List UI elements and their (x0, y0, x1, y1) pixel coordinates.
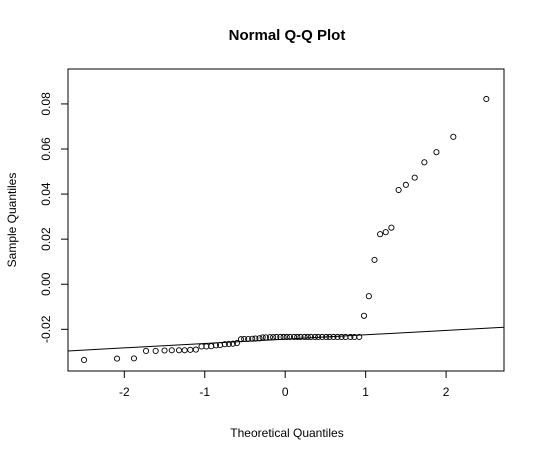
data-point (356, 333, 363, 341)
data-point (311, 333, 319, 341)
data-point (304, 333, 311, 341)
data-point (152, 347, 159, 354)
data-point (181, 347, 188, 354)
data-point (233, 340, 240, 347)
data-point (433, 149, 440, 156)
data-point (319, 333, 326, 341)
data-point (142, 347, 150, 354)
y-tick-label: 0.06 (39, 137, 53, 161)
data-point (245, 335, 252, 343)
data-point (388, 224, 395, 231)
data-point (371, 256, 378, 263)
x-tick-label: -1 (199, 385, 210, 399)
data-point (266, 334, 273, 341)
data-point (301, 333, 308, 341)
data-point (270, 334, 277, 341)
data-point (225, 340, 232, 348)
data-point (283, 333, 290, 341)
data-point (294, 333, 301, 341)
data-point (221, 341, 228, 348)
data-point (192, 346, 199, 353)
data-point (450, 133, 457, 140)
data-point (377, 231, 384, 238)
data-point (241, 335, 248, 343)
data-point (262, 334, 269, 341)
data-point (273, 333, 280, 341)
data-point (360, 312, 368, 319)
data-point (365, 293, 372, 300)
data-point (323, 333, 330, 341)
data-point (315, 333, 322, 341)
data-point (395, 186, 402, 194)
data-points (81, 95, 490, 364)
data-point (277, 333, 284, 341)
data-point (334, 333, 341, 341)
data-point (114, 355, 121, 362)
chart-title: Normal Q-Q Plot (229, 27, 346, 44)
x-axis: -2 -1 0 1 2 (119, 371, 450, 399)
data-point (421, 159, 428, 166)
data-point (130, 355, 138, 362)
data-point (307, 333, 314, 341)
y-tick-label: -0.02 (39, 315, 53, 343)
data-point (286, 333, 294, 341)
data-point (237, 336, 245, 343)
data-point (212, 342, 220, 349)
y-tick-label: 0.04 (39, 182, 53, 206)
y-tick-label: 0.02 (39, 227, 53, 251)
data-point (175, 347, 183, 354)
data-point (411, 174, 418, 181)
data-point (382, 229, 389, 236)
x-tick-label: 0 (282, 385, 289, 399)
x-tick-label: -2 (119, 385, 130, 399)
y-axis: -0.02 0.00 0.02 0.04 0.06 0.08 (39, 92, 68, 343)
data-point (330, 333, 337, 341)
data-point (256, 335, 263, 342)
y-tick-label: 0.00 (39, 272, 53, 296)
data-point (338, 333, 345, 341)
data-point (168, 347, 175, 354)
data-point (347, 333, 354, 341)
data-point (249, 335, 256, 342)
x-axis-label: Theoretical Quantiles (230, 426, 343, 440)
data-point (252, 335, 259, 342)
data-point (280, 333, 287, 341)
y-axis-label: Sample Quantiles (5, 173, 19, 268)
data-point (290, 333, 298, 341)
y-tick-label: 0.08 (39, 92, 53, 116)
data-point (161, 347, 168, 354)
plot-frame (67, 68, 505, 372)
x-tick-label: 1 (362, 385, 369, 399)
data-point (402, 181, 409, 188)
data-point (259, 334, 266, 341)
data-point (81, 356, 88, 364)
data-point (483, 95, 490, 103)
x-tick-label: 2 (443, 385, 450, 399)
data-point (229, 340, 236, 347)
data-point (187, 346, 194, 353)
data-point (297, 333, 304, 341)
data-point (326, 333, 333, 341)
